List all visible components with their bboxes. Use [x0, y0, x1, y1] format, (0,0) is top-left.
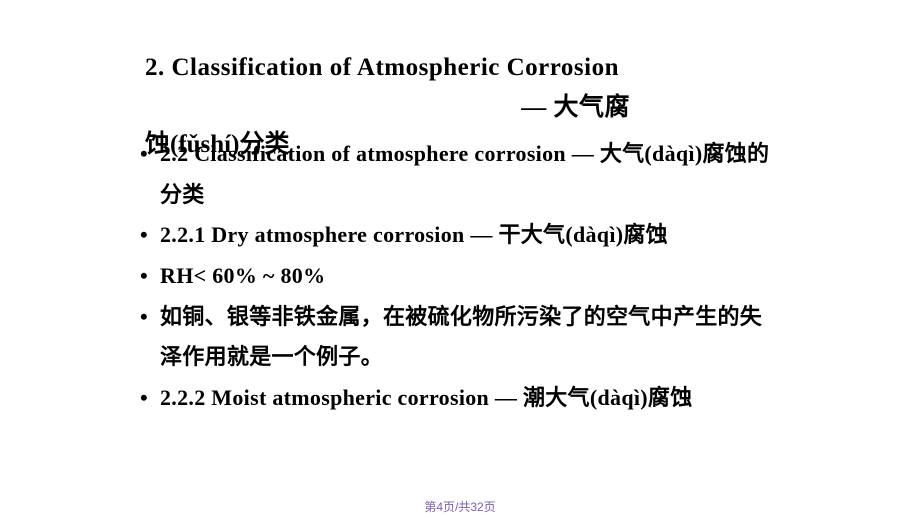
page-footer: 第4页/共32页	[0, 498, 920, 515]
bullet-item: 2.2 Classification of atmosphere corrosi…	[145, 134, 775, 215]
bullet-list: 2.2 Classification of atmosphere corrosi…	[145, 134, 775, 419]
bullet-item: 2.2.2 Moist atmospheric corrosion — 潮大气(…	[145, 378, 775, 419]
slide-title-line2: — 大气腐	[145, 90, 775, 125]
bullet-item: 如铜、银等非铁金属，在被硫化物所污染了的空气中产生的失泽作用就是一个例子。	[145, 297, 775, 378]
bullet-item: 2.2.1 Dry atmosphere corrosion — 干大气(dàq…	[145, 215, 775, 256]
slide-title-line1: 2. Classification of Atmospheric Corrosi…	[145, 50, 775, 85]
bullet-item: RH< 60% ~ 80%	[145, 256, 775, 297]
slide-content: 2. Classification of Atmospheric Corrosi…	[0, 0, 920, 419]
